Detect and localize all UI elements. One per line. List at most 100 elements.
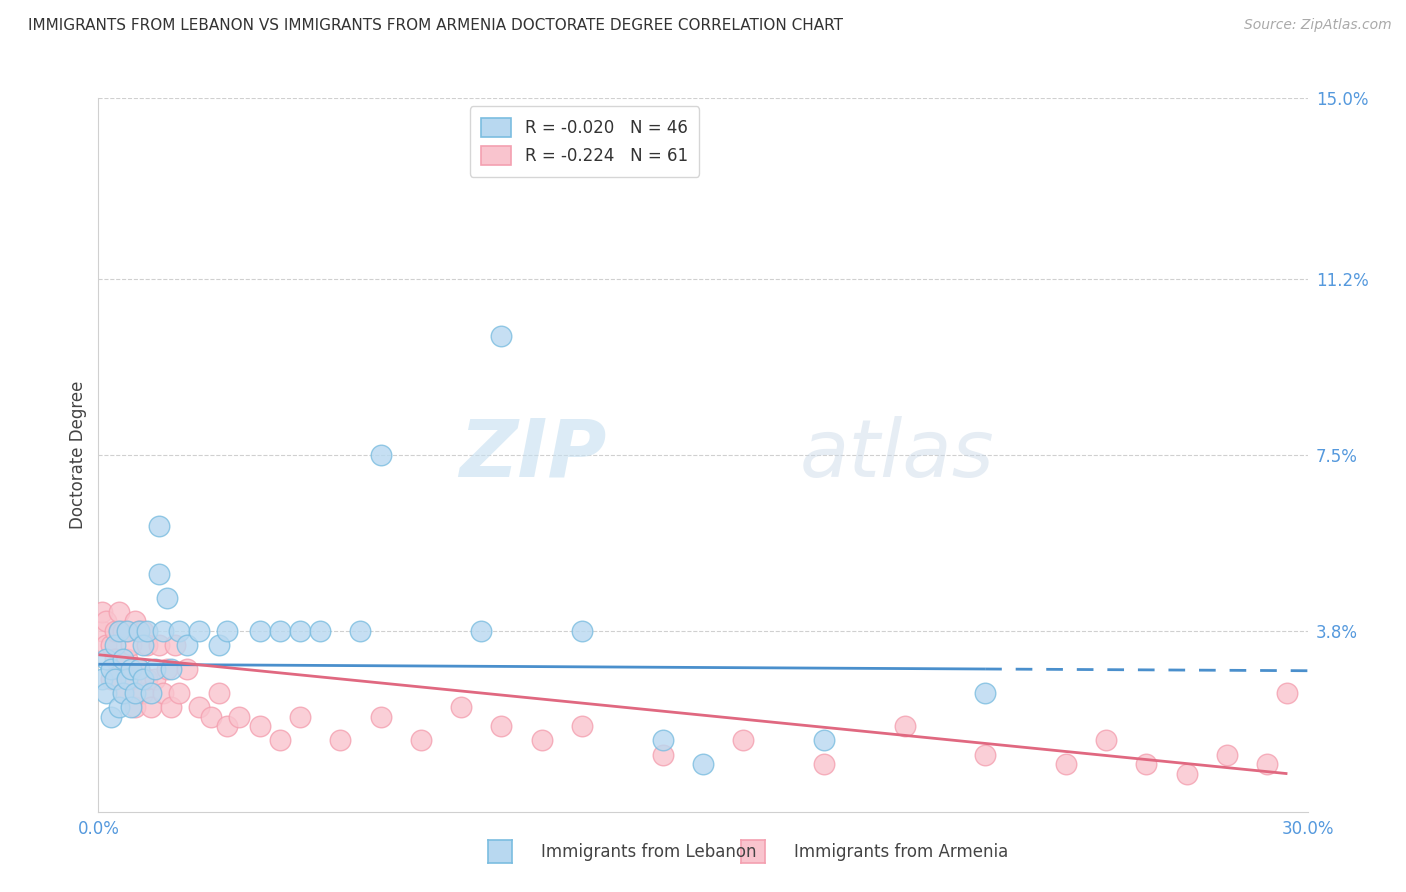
Point (96, 638, 118, 652)
Point (1175, 766, 1198, 780)
Point (249, 624, 271, 638)
Point (107, 624, 129, 638)
Point (491, 719, 513, 733)
Y-axis label: Doctorate Degree: Doctorate Degree (69, 381, 87, 529)
Point (370, 709, 392, 723)
Point (152, 686, 174, 700)
Text: IMMIGRANTS FROM LEBANON VS IMMIGRANTS FROM ARMENIA DOCTORATE DEGREE CORRELATION : IMMIGRANTS FROM LEBANON VS IMMIGRANTS FR… (28, 18, 844, 33)
Point (208, 686, 231, 700)
Point (974, 686, 997, 700)
Point (228, 709, 250, 723)
Point (651, 747, 673, 762)
Point (135, 672, 157, 686)
Point (470, 624, 492, 638)
Point (733, 733, 755, 747)
Point (96, 686, 118, 700)
Point (103, 638, 125, 652)
Point (91, 672, 114, 686)
Point (143, 672, 166, 686)
Point (91, 624, 114, 638)
Point (156, 591, 179, 605)
Point (1256, 757, 1278, 772)
Point (200, 709, 222, 723)
Point (269, 733, 291, 747)
Point (269, 624, 291, 638)
Point (132, 672, 155, 686)
Point (139, 700, 162, 714)
Point (139, 686, 162, 700)
Point (100, 662, 122, 676)
Point (156, 662, 179, 676)
Point (409, 733, 432, 747)
Point (91, 605, 114, 619)
Text: Immigrants from Lebanon: Immigrants from Lebanon (541, 843, 756, 861)
Point (167, 686, 190, 700)
Point (1277, 686, 1299, 700)
Point (1054, 757, 1077, 772)
Point (124, 686, 146, 700)
Point (571, 719, 593, 733)
Point (132, 686, 155, 700)
Point (1216, 747, 1239, 762)
Point (450, 700, 472, 714)
Point (111, 686, 134, 700)
Point (132, 624, 155, 638)
Point (103, 652, 125, 666)
Point (120, 672, 142, 686)
Point (1135, 757, 1157, 772)
Point (120, 700, 142, 714)
Point (813, 757, 835, 772)
Point (135, 638, 157, 652)
Point (135, 624, 157, 638)
Point (100, 709, 122, 723)
Point (188, 624, 211, 638)
Point (813, 733, 835, 747)
Point (163, 638, 186, 652)
Point (148, 638, 170, 652)
Point (120, 662, 142, 676)
Point (107, 662, 129, 676)
Point (107, 624, 129, 638)
Point (148, 519, 170, 533)
Point (128, 662, 150, 676)
Point (152, 624, 174, 638)
Legend: R = -0.020   N = 46, R = -0.224   N = 61: R = -0.020 N = 46, R = -0.224 N = 61 (470, 106, 699, 177)
Point (128, 624, 150, 638)
Point (124, 615, 146, 629)
Point (167, 624, 190, 638)
Point (288, 624, 311, 638)
Point (143, 662, 166, 676)
Point (128, 624, 150, 638)
Point (120, 638, 142, 652)
Point (103, 672, 125, 686)
Point (1095, 733, 1118, 747)
Point (111, 686, 134, 700)
Text: ZIP: ZIP (458, 416, 606, 494)
Point (651, 733, 673, 747)
Point (288, 709, 311, 723)
Point (115, 652, 138, 666)
Point (107, 700, 129, 714)
Point (96, 652, 118, 666)
Point (217, 624, 239, 638)
Point (893, 719, 915, 733)
Point (176, 638, 198, 652)
Point (208, 638, 231, 652)
Point (309, 624, 332, 638)
Point (96, 615, 118, 629)
Point (370, 448, 392, 462)
Text: Source: ZipAtlas.com: Source: ZipAtlas.com (1244, 18, 1392, 32)
Point (132, 638, 155, 652)
Point (115, 624, 138, 638)
Point (100, 638, 122, 652)
Point (111, 652, 134, 666)
Point (107, 605, 129, 619)
Point (349, 624, 371, 638)
Point (160, 662, 183, 676)
Point (148, 566, 170, 581)
Point (329, 733, 352, 747)
Point (115, 624, 138, 638)
Text: atlas: atlas (800, 416, 994, 494)
Point (103, 624, 125, 638)
Point (128, 662, 150, 676)
